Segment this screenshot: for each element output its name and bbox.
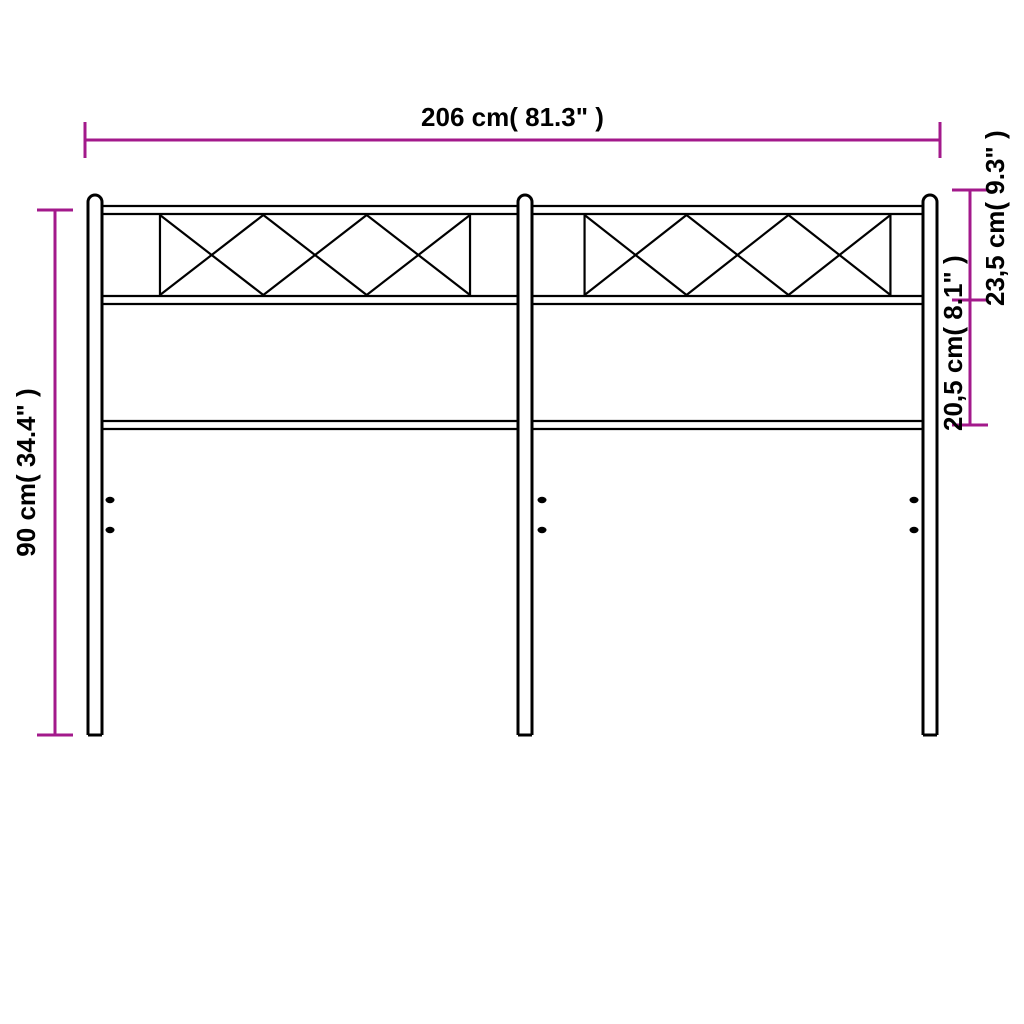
mount-hole-2 [538, 497, 547, 503]
mount-hole-0 [106, 497, 115, 503]
headboard-drawing [88, 195, 937, 735]
label-seg-top: 23,5 cm( 9.3" ) [980, 130, 1010, 306]
mount-hole-5 [910, 527, 919, 533]
post-cap-mid [518, 195, 532, 202]
label-width: 206 cm( 81.3" ) [421, 102, 604, 132]
post-cap-left [88, 195, 102, 202]
mount-hole-1 [106, 527, 115, 533]
mount-hole-4 [910, 497, 919, 503]
post-cap-right [923, 195, 937, 202]
label-seg-mid: 20,5 cm( 8.1" ) [938, 255, 968, 431]
label-height: 90 cm( 34.4" ) [11, 388, 41, 556]
mount-hole-3 [538, 527, 547, 533]
